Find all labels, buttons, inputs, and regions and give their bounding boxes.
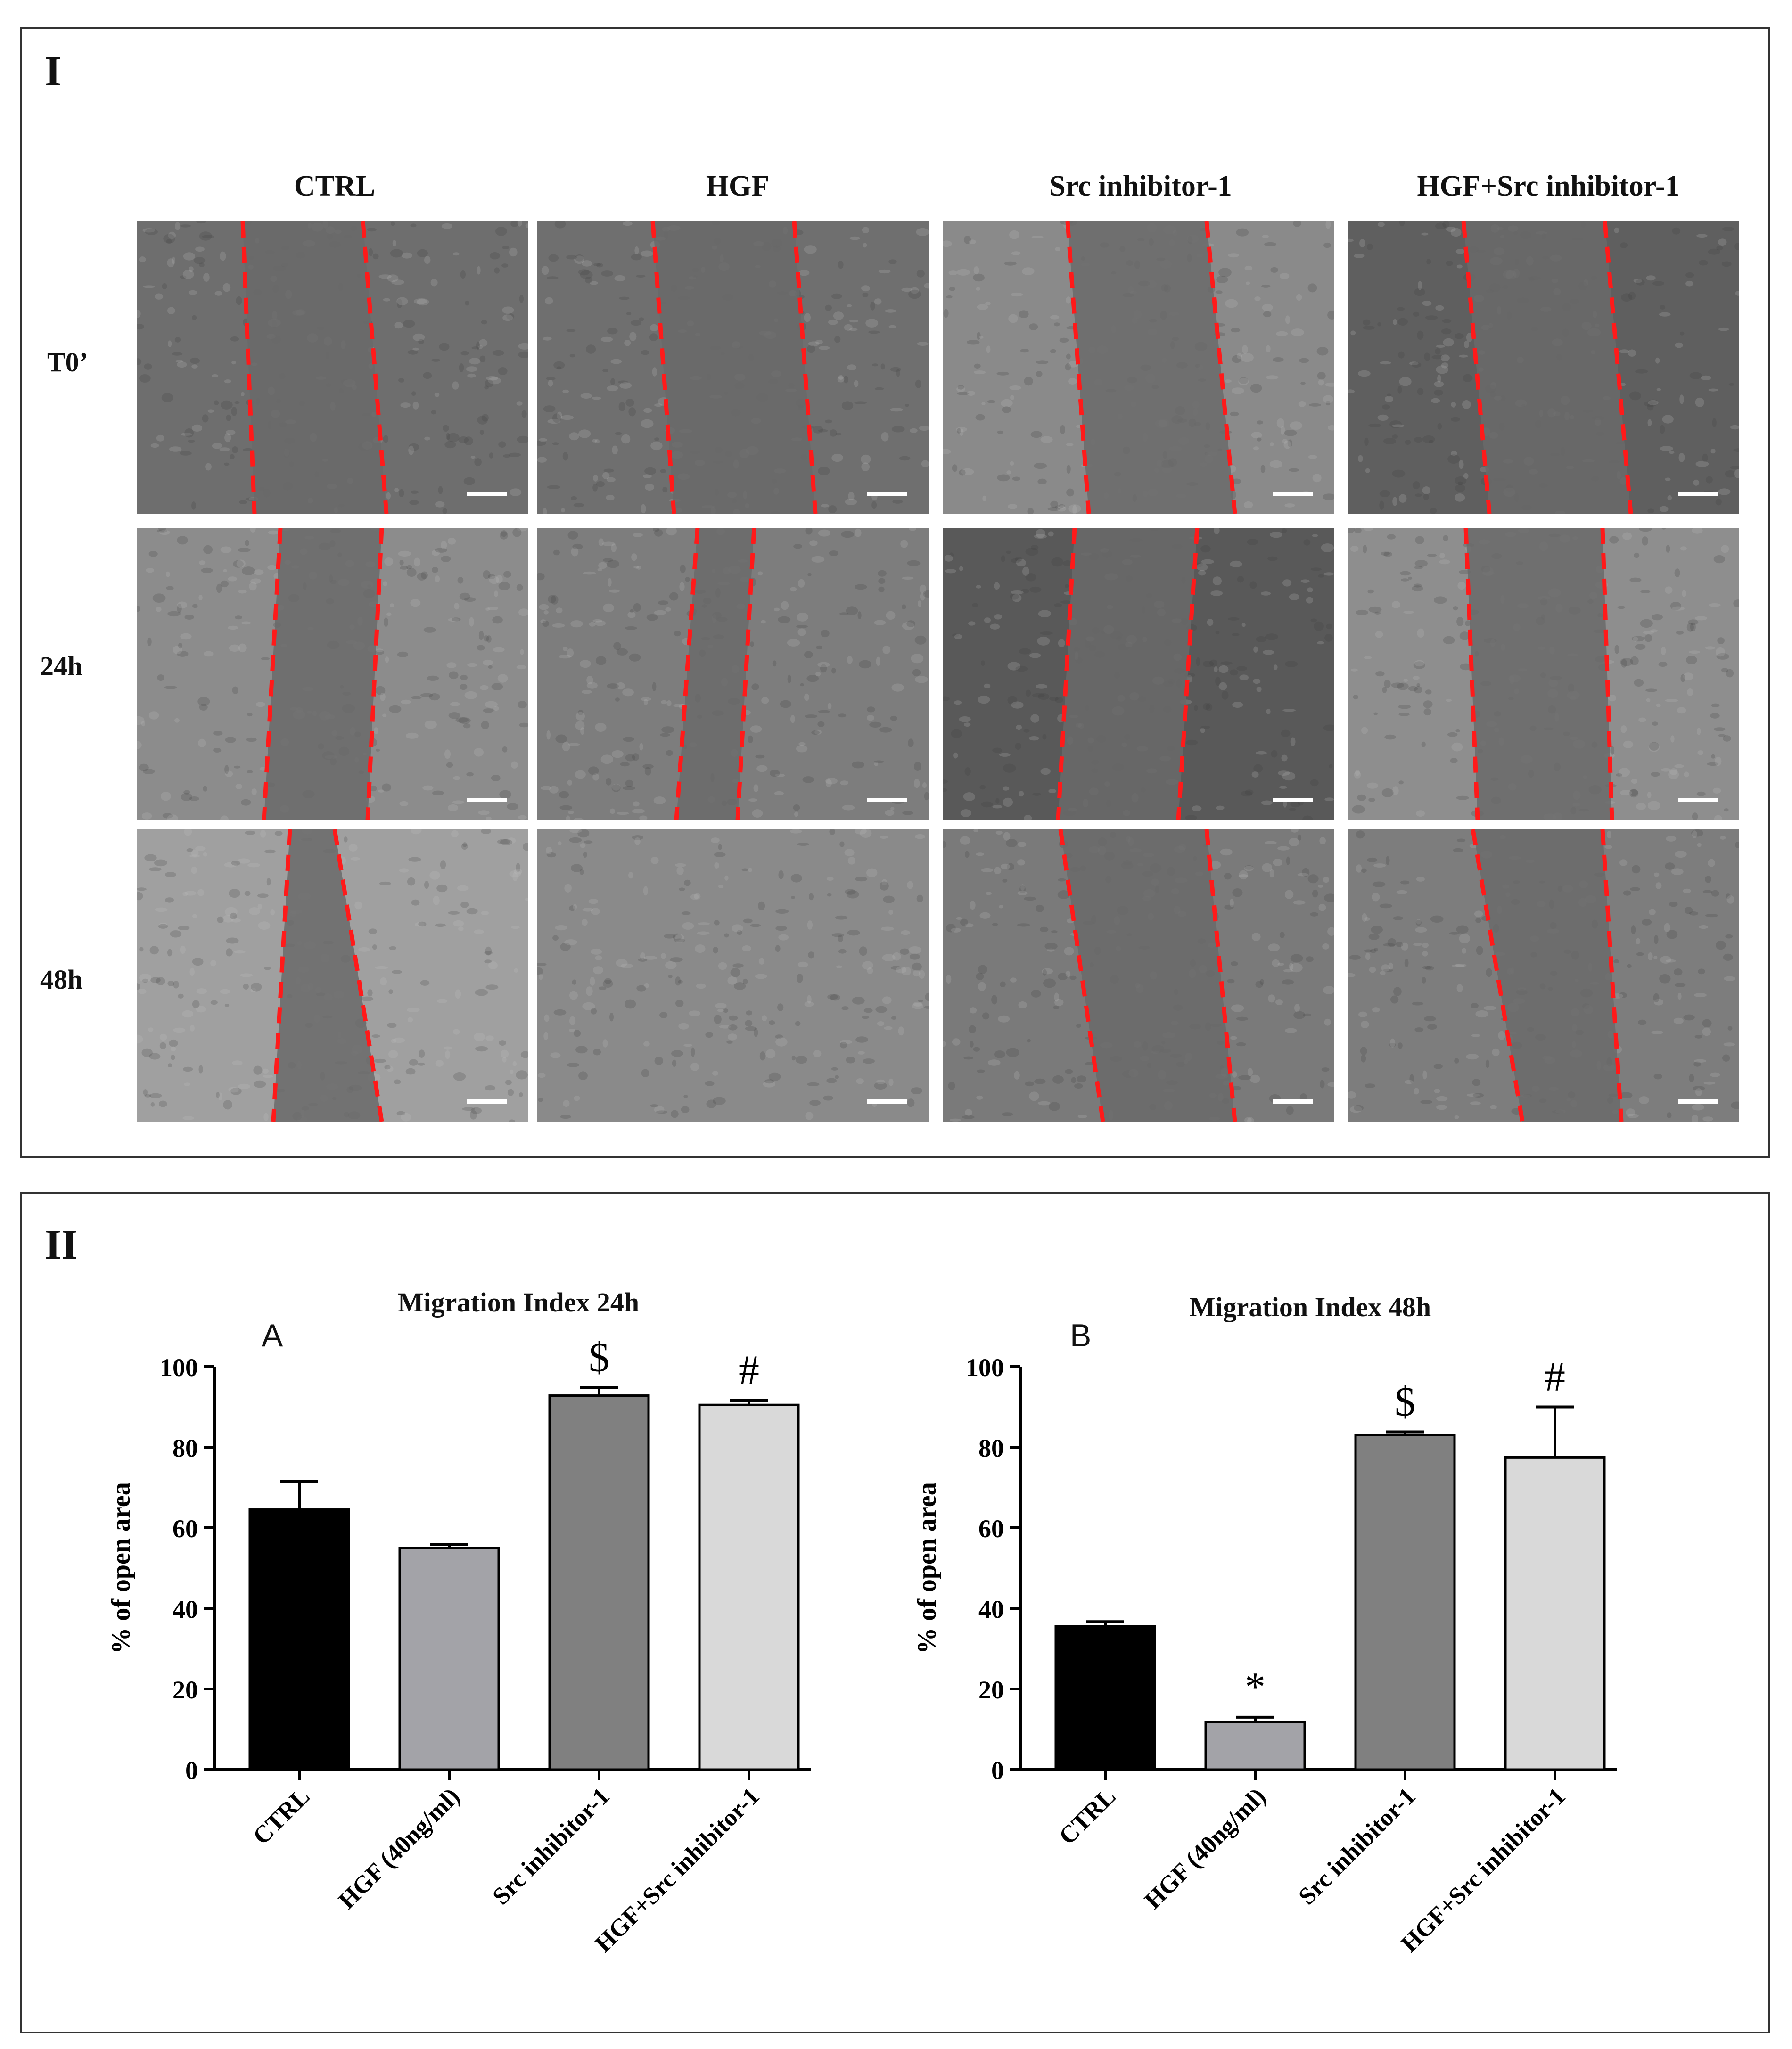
wound-edge-left-line — [650, 221, 676, 514]
wound-edge-left-line — [674, 528, 700, 820]
micrograph-t0-hgf — [537, 221, 929, 514]
column-header-ctrl: CTRL — [294, 170, 376, 202]
wound-edge-right-line — [1204, 829, 1237, 1122]
wound-edge-left-line — [1461, 221, 1492, 514]
chart-b-y-tick-label: 100 — [966, 1353, 1004, 1382]
wound-edge-right-line — [792, 221, 818, 514]
chart-b-bar — [1354, 1434, 1456, 1771]
wound-edge-left-line — [1065, 221, 1091, 514]
chart-a: 0 20 40 60 80 100 % of open area CTRL HGF (40ng/… — [107, 1338, 811, 1958]
column-header-hgf: HGF — [706, 170, 770, 202]
chart-a-y-tick-label: 100 — [160, 1353, 198, 1382]
wound-edge-right-line — [1600, 829, 1624, 1122]
wound-edge-left-line — [1056, 528, 1077, 820]
chart-b-category-label: CTRL — [1054, 1783, 1121, 1850]
scale-bar — [467, 492, 507, 496]
panel-i-label: I — [45, 48, 62, 95]
scale-bar — [1678, 798, 1718, 802]
chart-a-title: Migration Index 24h — [397, 1287, 640, 1318]
scale-bar — [1273, 798, 1313, 802]
micrograph-48h-hgf-src-inhibitor — [1348, 829, 1739, 1122]
column-header-src-inhibitor: Src inhibitor-1 — [1049, 170, 1232, 202]
chart-a-panel-letter: A — [262, 1318, 283, 1353]
chart-b-category-label: Src inhibitor-1 — [1293, 1783, 1421, 1910]
chart-a-bar — [548, 1394, 650, 1771]
chart-b-y-tick-label: 20 — [978, 1676, 1004, 1704]
scale-bar — [1678, 1099, 1718, 1104]
chart-a-category-label: HGF+Src inhibitor-1 — [590, 1783, 765, 1958]
chart-a-bar — [698, 1403, 800, 1771]
chart-b-significance-mark: $ — [1395, 1379, 1415, 1425]
row-label-24h: 24h — [40, 651, 83, 681]
micrograph-24h-hgf — [537, 528, 929, 820]
wound-edge-left-line — [271, 829, 292, 1122]
wound-edge-left-line — [262, 528, 283, 820]
micrograph-24h-src-inhibitor — [943, 528, 1334, 820]
panel-i-frame — [20, 27, 1770, 1158]
chart-a-bar — [398, 1547, 500, 1771]
wound-edge-right-line — [1600, 528, 1614, 820]
chart-b-y-tick-label: 60 — [978, 1515, 1004, 1543]
chart-a-category-label: HGF (40ng/ml) — [334, 1783, 465, 1914]
chart-a-category-label: Src inhibitor-1 — [487, 1783, 615, 1910]
scale-bar — [867, 492, 907, 496]
scale-bar — [1678, 492, 1718, 496]
micrograph-t0-hgf-src-inhibitor — [1348, 221, 1739, 514]
wound-edge-right-line — [1204, 221, 1237, 514]
chart-a-y-axis-label: % of open area — [107, 1482, 136, 1654]
chart-b-bar — [1504, 1456, 1606, 1771]
panel-ii-frame — [20, 1192, 1770, 2033]
wound-edge-left-line — [1463, 528, 1480, 820]
micrograph-48h-src-inhibitor — [943, 829, 1334, 1122]
wound-edge-right-line — [1176, 528, 1200, 820]
scale-bar — [1273, 492, 1313, 496]
wound-edge-left-line — [240, 221, 257, 514]
chart-b-panel-letter: B — [1070, 1318, 1092, 1353]
chart-b-bar — [1204, 1721, 1306, 1771]
chart-a-significance-mark: $ — [589, 1338, 609, 1380]
chart-a-y-tick-label: 20 — [173, 1676, 198, 1704]
column-header-hgf-src-inhibitor: HGF+Src inhibitor-1 — [1417, 170, 1680, 202]
scale-bar — [867, 1099, 907, 1104]
chart-b-y-tick-label: 0 — [991, 1756, 1004, 1785]
chart-a-y-tick-label: 40 — [173, 1595, 198, 1623]
chart-a-significance-mark: # — [739, 1347, 759, 1393]
wound-edge-right-line — [365, 528, 384, 820]
chart-b-bar — [1054, 1625, 1156, 1771]
micrograph-24h-ctrl — [137, 528, 528, 820]
chart-b-significance-mark: # — [1545, 1354, 1565, 1400]
chart-b-significance-mark: * — [1245, 1664, 1266, 1710]
chart-a-category-label: CTRL — [248, 1783, 315, 1850]
chart-a-y-tick-label: 80 — [173, 1434, 198, 1462]
chart-b: 0 20 40 60 80 100 % of open area CTRL * HGF (40ng… — [912, 1353, 1617, 1958]
chart-a-y-tick-label: 60 — [173, 1515, 198, 1543]
chart-b-category-label: HGF (40ng/ml) — [1140, 1783, 1271, 1914]
micrograph-24h-hgf-src-inhibitor — [1348, 528, 1739, 820]
chart-b-y-tick-label: 40 — [978, 1595, 1004, 1623]
row-label-48h: 48h — [40, 964, 83, 995]
scale-bar — [1273, 1099, 1313, 1104]
micrograph-t0-src-inhibitor — [943, 221, 1334, 514]
scale-bar — [867, 798, 907, 802]
chart-a-y-tick-label: 0 — [185, 1756, 198, 1785]
wound-edge-right-line — [1603, 221, 1633, 514]
scale-bar — [467, 1099, 507, 1104]
chart-b-y-tick-label: 80 — [978, 1434, 1004, 1462]
wound-edge-right-line — [735, 528, 756, 820]
scale-bar — [467, 798, 507, 802]
panel-ii-label: II — [45, 1221, 78, 1268]
chart-a-bar — [248, 1508, 350, 1771]
micrograph-48h-hgf — [537, 829, 929, 1122]
chart-b-title: Migration Index 48h — [1189, 1292, 1431, 1322]
row-label-t0: T0’ — [47, 347, 88, 377]
micrograph-t0-ctrl — [137, 221, 528, 514]
micrograph-48h-ctrl — [137, 829, 528, 1122]
wound-edge-right-line — [361, 221, 389, 514]
chart-b-category-label: HGF+Src inhibitor-1 — [1396, 1783, 1571, 1958]
chart-b-y-axis-label: % of open area — [912, 1482, 942, 1654]
